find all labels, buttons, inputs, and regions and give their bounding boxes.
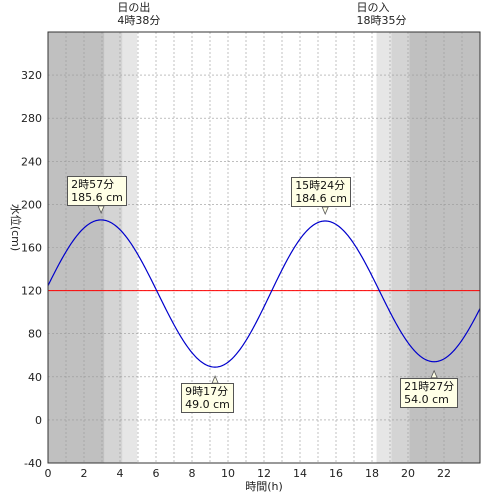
y-tick-label: 200 (21, 198, 42, 211)
y-tick-label: 160 (21, 242, 42, 255)
extremum-callout: 21時27分 54.0 cm (400, 377, 459, 408)
y-tick-label: 240 (21, 155, 42, 168)
x-tick-label: 12 (257, 467, 271, 480)
extremum-value: 184.6 cm (295, 191, 347, 205)
x-tick-label: 20 (401, 467, 415, 480)
x-tick-label: 6 (153, 467, 160, 480)
extremum-callout: 9時17分 49.0 cm (181, 383, 234, 414)
sunset-label: 日の入 18時35分 (356, 1, 406, 27)
y-axis-label: 水位(cm) (9, 204, 23, 251)
extremum-value: 54.0 cm (404, 392, 449, 406)
extremum-time: 21時27分 (404, 379, 455, 393)
extremum-callout: 2時57分 185.6 cm (67, 175, 127, 206)
extremum-callout: 15時24分 184.6 cm (291, 176, 351, 207)
x-tick-label: 22 (437, 467, 451, 480)
tide-curve (47, 219, 481, 368)
y-tick-label: 0 (35, 414, 42, 427)
x-tick-label: 4 (117, 467, 124, 480)
sunrise-time: 4時38分 (117, 14, 161, 27)
x-tick-label: 16 (329, 467, 343, 480)
y-tick-label: 80 (28, 328, 42, 341)
grid-lines (48, 32, 480, 463)
y-tick-label: 280 (21, 112, 42, 125)
y-tick-label: 320 (21, 69, 42, 82)
x-tick-labels: 0 2 4 6 8 10 12 14 16 18 20 22 (45, 467, 452, 480)
y-tick-label: 120 (21, 285, 42, 298)
sunset-title: 日の入 (356, 1, 390, 14)
extremum-value: 49.0 cm (185, 398, 230, 412)
x-tick-label: 14 (293, 467, 307, 480)
x-tick-label: 18 (365, 467, 379, 480)
x-tick-label: 0 (45, 467, 52, 480)
sunrise-label: 日の出 4時38分 (117, 1, 160, 27)
callout-pointer (321, 206, 329, 216)
callout-pointer (97, 205, 105, 214)
sunset-time: 18時35分 (356, 14, 407, 27)
x-tick-label: 2 (81, 467, 88, 480)
x-axis-label: 時間(h) (245, 480, 283, 493)
extremum-time: 9時17分 (185, 385, 229, 399)
x-tick-label: 10 (221, 467, 235, 480)
y-tick-labels: -40 0 40 80 120 160 200 240 280 320 (21, 69, 42, 470)
sunrise-title: 日の出 (117, 1, 151, 14)
extremum-time: 15時24分 (295, 178, 346, 192)
callout-pointers (97, 205, 438, 384)
y-tick-label: 40 (28, 371, 42, 384)
x-tick-label: 8 (189, 467, 196, 480)
plot-frame (47, 31, 481, 464)
extremum-value: 185.6 cm (71, 190, 123, 204)
y-tick-label: -40 (24, 457, 42, 470)
extremum-time: 2時57分 (71, 177, 115, 191)
